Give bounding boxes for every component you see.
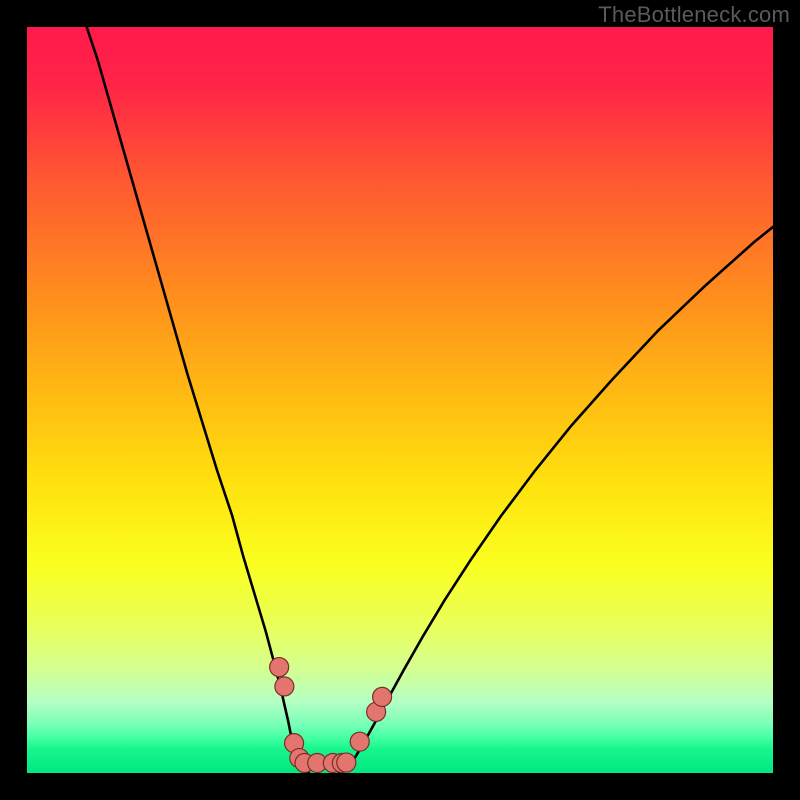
data-marker	[270, 658, 289, 677]
data-marker	[275, 677, 294, 696]
data-marker	[350, 732, 369, 751]
chart-root: TheBottleneck.com	[0, 0, 800, 800]
bottleneck-chart	[0, 0, 800, 800]
gradient-background	[27, 27, 773, 773]
data-marker	[337, 753, 356, 772]
watermark-text: TheBottleneck.com	[598, 2, 790, 28]
data-marker	[373, 687, 392, 706]
